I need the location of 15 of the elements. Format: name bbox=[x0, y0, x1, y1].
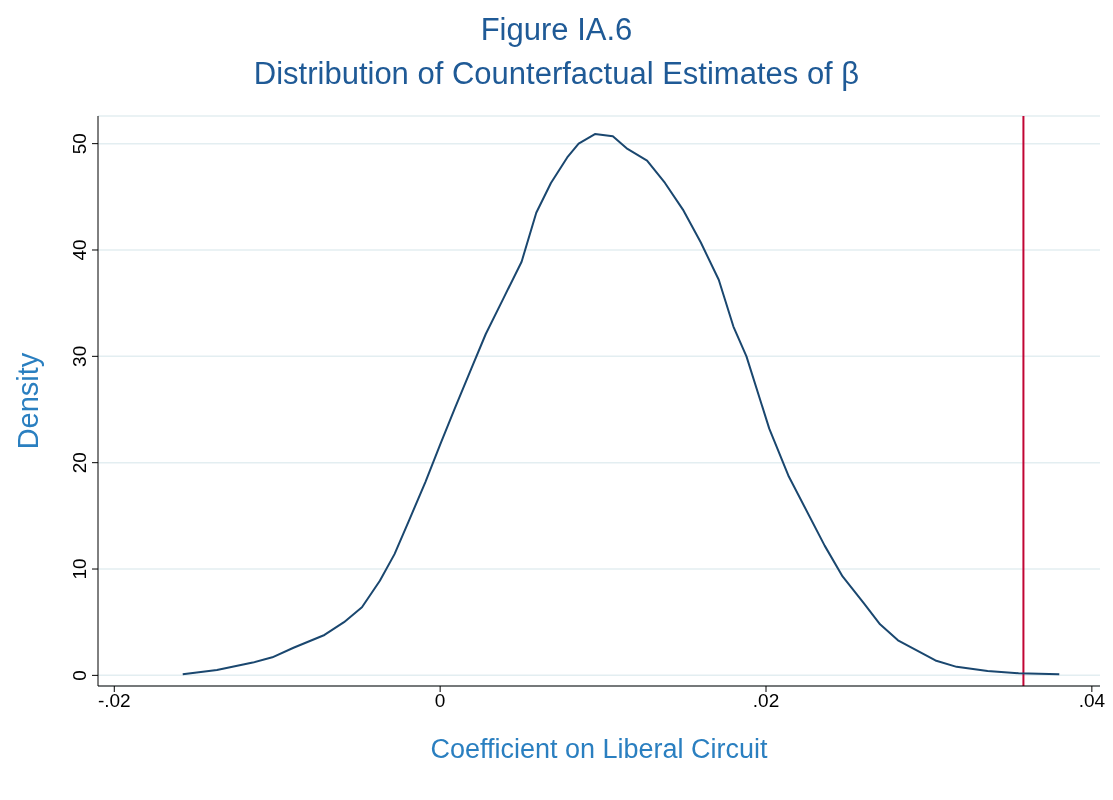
y-tick-label: 10 bbox=[69, 558, 90, 580]
y-tick-label: 20 bbox=[69, 452, 90, 474]
chart-subtitle: Distribution of Counterfactual Estimates of β bbox=[252, 55, 861, 93]
y-tick-label: 40 bbox=[69, 239, 90, 261]
x-axis-title: Coefficient on Liberal Circuit bbox=[430, 734, 769, 764]
x-tick-label: .02 bbox=[752, 690, 780, 712]
x-tick-label: 0 bbox=[434, 690, 446, 712]
y-tick-label: 30 bbox=[69, 345, 90, 367]
x-tick-label: .04 bbox=[1078, 690, 1106, 712]
y-tick-label: 0 bbox=[69, 670, 90, 681]
line-series bbox=[181, 133, 1061, 676]
y-axis-title: Density bbox=[12, 352, 45, 450]
x-tick-label: -.02 bbox=[97, 690, 131, 712]
chart-title: Figure IA.6 bbox=[479, 11, 634, 49]
y-tick-label: 50 bbox=[69, 133, 90, 155]
